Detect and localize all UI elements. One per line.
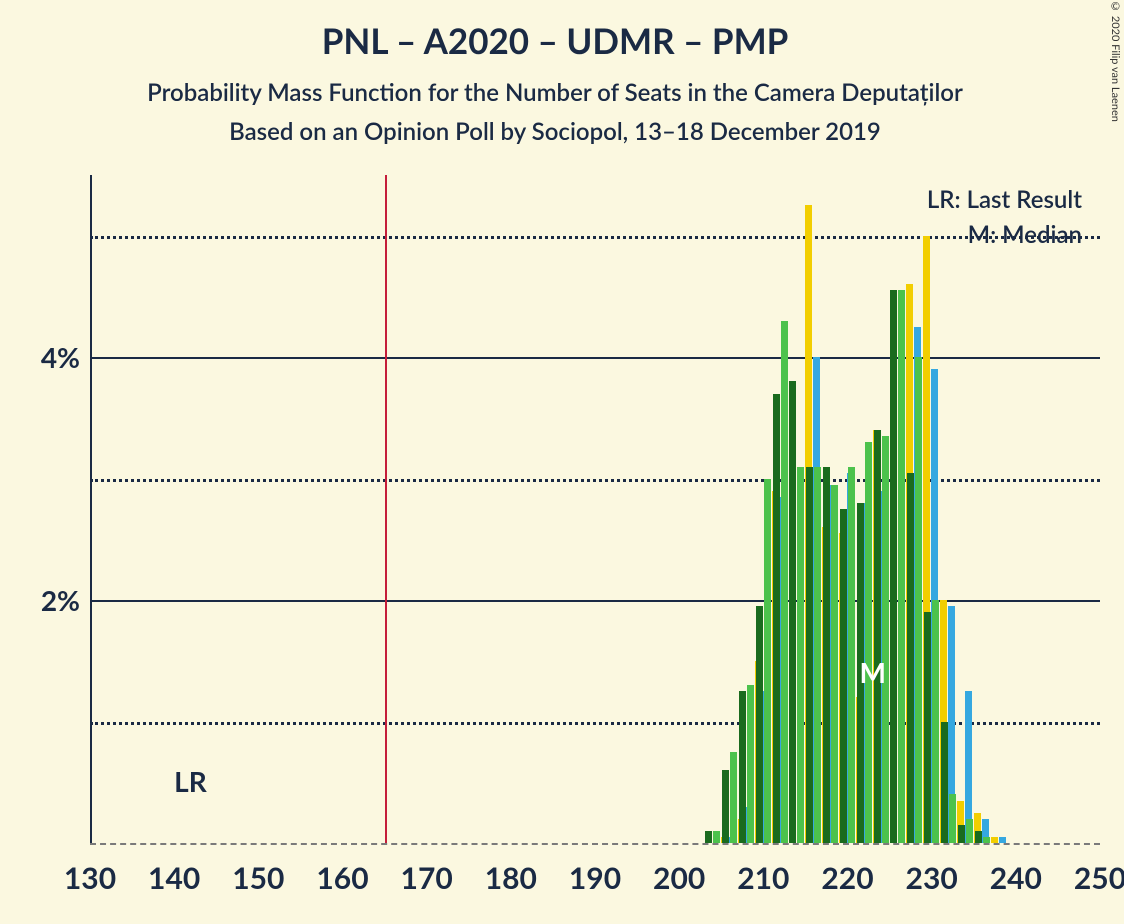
bar-PNL: [756, 606, 763, 843]
x-tick-label: 170: [401, 860, 453, 896]
bar-PNL: [941, 722, 948, 843]
bar-A2020: [865, 442, 872, 843]
bar-UDMR: [991, 837, 998, 843]
bar-PNL: [958, 825, 965, 843]
bar-A2020: [848, 467, 855, 844]
bar-PNL: [924, 612, 931, 843]
bar-A2020: [949, 794, 956, 843]
bar-PNL: [823, 467, 830, 844]
x-tick-label: 190: [569, 860, 621, 896]
x-tick-label: 220: [821, 860, 873, 896]
bar-PMP: [999, 837, 1006, 843]
title-block: PNL – A2020 – UDMR – PMP Probability Mas…: [0, 20, 1110, 156]
bar-A2020: [713, 831, 720, 843]
copyright-text: © 2020 Filip van Laenen: [1109, 0, 1122, 122]
x-tick-label: 150: [232, 860, 284, 896]
bar-A2020: [915, 357, 922, 843]
bar-PNL: [806, 467, 813, 844]
bar-A2020: [966, 819, 973, 843]
x-tick-label: 230: [906, 860, 958, 896]
x-tick-label: 140: [148, 860, 200, 896]
x-tick-label: 160: [316, 860, 368, 896]
bar-A2020: [882, 436, 889, 843]
bar-PNL: [789, 381, 796, 843]
bar-PNL: [975, 831, 982, 843]
x-tick-label: 130: [64, 860, 116, 896]
bar-container: [90, 175, 1100, 850]
bar-A2020: [831, 485, 838, 843]
bar-A2020: [781, 321, 788, 843]
x-tick-label: 240: [990, 860, 1042, 896]
bar-A2020: [983, 837, 990, 843]
bar-A2020: [932, 600, 939, 843]
bar-A2020: [764, 479, 771, 843]
x-tick-label: 200: [653, 860, 705, 896]
x-tick-label: 210: [737, 860, 789, 896]
bar-PNL: [874, 430, 881, 843]
bar-PNL: [907, 473, 914, 843]
bar-PNL: [722, 770, 729, 843]
bar-PNL: [890, 290, 897, 843]
chart-subtitle-1: Probability Mass Function for the Number…: [0, 78, 1110, 107]
chart-subtitle-2: Based on an Opinion Poll by Sociopol, 13…: [0, 117, 1110, 146]
bar-A2020: [730, 752, 737, 843]
bar-PNL: [705, 831, 712, 843]
chart-title: PNL – A2020 – UDMR – PMP: [0, 20, 1110, 62]
bar-A2020: [797, 467, 804, 844]
bar-PNL: [739, 691, 746, 843]
y-tick-label: 2%: [41, 583, 80, 617]
x-tick-label: 250: [1074, 860, 1124, 896]
median-label: M: [860, 655, 886, 689]
y-tick-label: 4%: [41, 340, 80, 374]
x-tick-label: 180: [485, 860, 537, 896]
bar-A2020: [747, 685, 754, 843]
bar-A2020: [898, 290, 905, 843]
plot-area: LR: Last Result M: Median 2%4% 130140150…: [90, 175, 1100, 850]
bar-PNL: [840, 509, 847, 843]
bar-PNL: [773, 394, 780, 843]
bar-A2020: [814, 467, 821, 844]
